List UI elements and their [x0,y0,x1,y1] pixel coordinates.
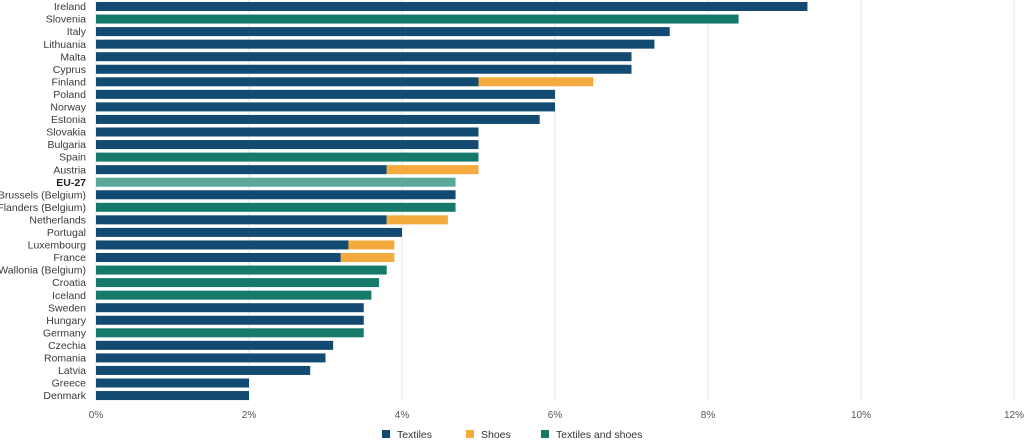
bar-segment [96,303,364,313]
bar-segment [96,240,349,250]
category-label: Italy [67,26,87,38]
bar-segment [96,365,311,375]
category-label: EU-27 [56,177,86,189]
bar-segment [478,77,594,87]
bar-segment [96,102,555,112]
category-label: Denmark [43,390,86,402]
category-label: Luxembourg [28,240,87,252]
legend-swatch-shoes [466,430,474,438]
bar-segment [96,77,479,87]
x-tick-label: 4% [395,410,410,421]
legend-label-shoes: Shoes [481,429,511,441]
category-label: Sweden [48,302,86,314]
category-label: Norway [50,102,86,114]
legend-label-textiles-and-shoes: Textiles and shoes [556,429,642,441]
category-label: Romania [44,353,86,365]
category-label: Bulgaria [47,139,86,151]
category-label: Latvia [58,365,86,377]
category-label: Flanders (Belgium) [0,202,86,214]
bar-segment [96,278,380,288]
bar-segment [96,14,739,24]
bar-segment [96,190,456,200]
category-label: Czechia [48,340,86,352]
category-label: Hungary [46,315,86,327]
category-label: Slovakia [46,127,86,139]
bar-segment [96,64,632,74]
category-label: Iceland [52,290,86,302]
category-label: Greece [52,378,87,390]
category-label: Wallonia (Belgium) [0,265,86,277]
category-label: Brussels (Belgium) [0,189,86,201]
bar-segment [96,290,372,300]
bar-segment [96,315,364,325]
bar-segment [340,253,395,262]
category-label: Netherlands [29,214,86,226]
category-label: Croatia [52,277,86,289]
x-axis-tick-labels: 0% 2% 4% 6% 8% 10% 12% [89,410,1024,421]
bar-segment [96,340,334,350]
x-tick-label: 8% [701,410,716,421]
category-label: Austria [53,164,86,176]
category-label: Lithuania [43,39,86,51]
bar-segment [96,2,808,11]
x-tick-label: 10% [851,410,871,421]
legend-label-textiles: Textiles [397,429,432,441]
bar-segment [386,165,479,175]
x-tick-label: 6% [548,410,563,421]
category-label: Finland [52,76,87,88]
category-label: Estonia [51,114,86,126]
bar-segment [96,328,364,338]
category-label: Portugal [47,227,86,239]
bar-segment [96,114,540,124]
category-label: France [53,252,86,264]
bar-segment [96,265,387,275]
bar-segment [96,202,456,212]
category-label: Spain [59,152,86,164]
bar-segment [96,391,249,401]
bar-segment [96,39,655,49]
bar-segment [386,215,448,225]
bar-segment [96,253,341,262]
bar-segment [96,52,632,62]
bar-segment [96,227,402,237]
legend-swatch-textiles-and-shoes [541,430,549,438]
bar-segment [96,177,456,187]
category-label: Germany [43,327,87,339]
category-label: Poland [53,89,86,101]
category-labels: IrelandSloveniaItalyLithuaniaMaltaCyprus… [0,1,87,402]
bar-segment [96,89,555,99]
bar-segment [96,127,479,137]
x-tick-label: 0% [89,410,104,421]
bars [96,2,808,401]
bar-segment [96,152,479,162]
legend: Textiles Shoes Textiles and shoes [382,429,642,441]
bar-segment [96,353,326,363]
bar-segment [96,215,387,225]
bar-segment [348,240,395,250]
x-tick-label: 12% [1004,410,1024,421]
legend-swatch-textiles [382,430,390,438]
category-label: Ireland [54,1,86,13]
bar-segment [96,378,249,388]
bar-segment [96,165,387,175]
category-label: Slovenia [46,14,86,26]
category-label: Malta [60,51,86,63]
category-label: Cyprus [53,64,86,76]
bar-segment [96,27,670,37]
bar-segment [96,140,479,150]
x-tick-label: 2% [242,410,257,421]
